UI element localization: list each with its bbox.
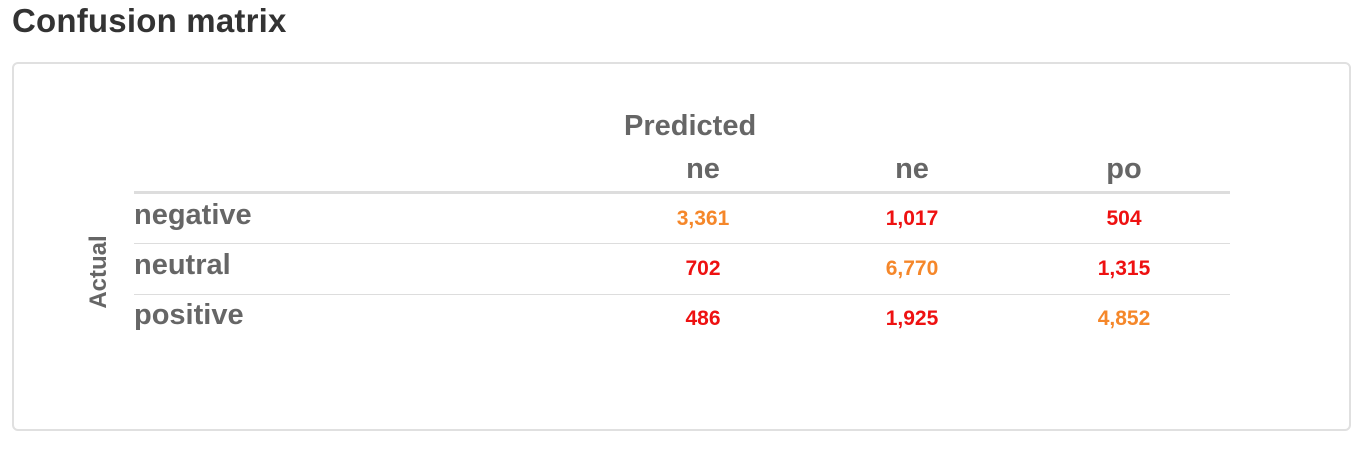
matrix-cell-3-3: 4,852 [1097, 307, 1151, 330]
column-header-1: ne [686, 153, 720, 185]
row-divider-1 [134, 243, 1230, 244]
matrix-cell-1-3: 504 [1106, 207, 1142, 230]
column-header-3: po [1106, 153, 1142, 185]
page-title: Confusion matrix [12, 2, 287, 39]
matrix-cell-2-3: 1,315 [1097, 257, 1151, 280]
actual-axis-label: Actual [85, 235, 112, 309]
matrix-cell-1-2: 1,017 [885, 207, 939, 230]
matrix-cell-3-2: 1,925 [885, 307, 939, 330]
row-label-positive: positive [134, 299, 244, 331]
row-label-negative: negative [134, 199, 252, 231]
matrix-cell-1-1: 3,361 [676, 207, 730, 230]
matrix-cell-2-1: 702 [685, 257, 721, 280]
matrix-cell-3-1: 486 [685, 307, 721, 330]
row-divider-2 [134, 294, 1230, 295]
confusion-matrix-panel [12, 62, 1351, 431]
column-header-2: ne [895, 153, 929, 185]
matrix-cell-2-2: 6,770 [885, 257, 939, 280]
predicted-axis-label: Predicted [624, 110, 757, 142]
row-label-neutral: neutral [134, 249, 231, 281]
header-divider [134, 191, 1230, 194]
